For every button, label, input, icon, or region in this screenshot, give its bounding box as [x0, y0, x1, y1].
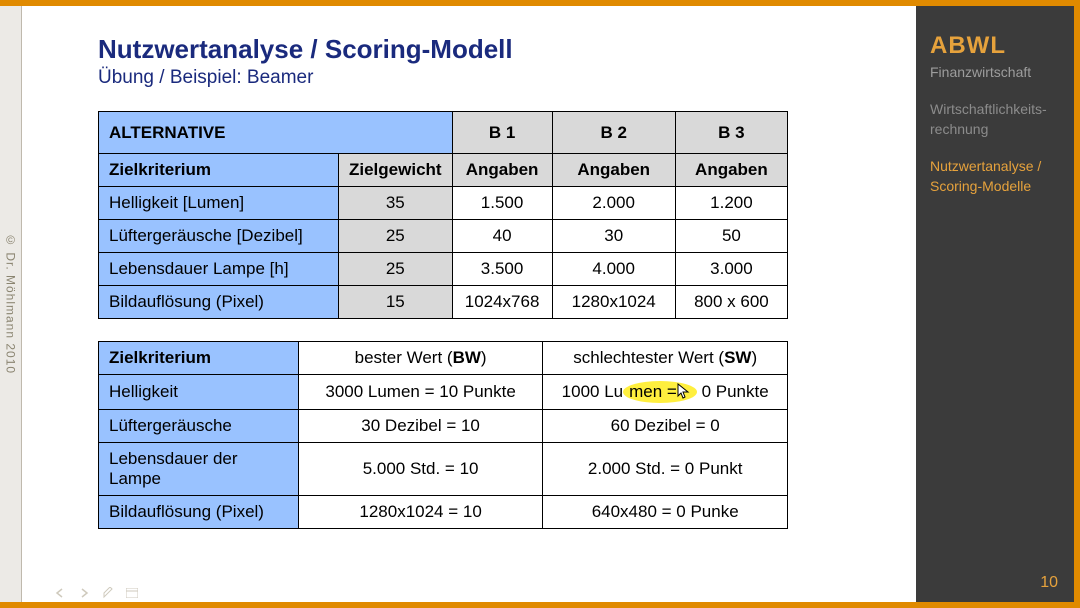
bw-suffix: )	[481, 348, 487, 367]
best-value: 30 Dezibel = 10	[298, 410, 543, 443]
worst-value: 1000 Lumen = 0 Punkte	[543, 375, 788, 410]
table-row: ALTERNATIVE B 1 B 2 B 3	[99, 112, 788, 154]
value-b2: 1280x1024	[552, 286, 675, 319]
value-b1: 40	[452, 220, 552, 253]
criterion-label: Helligkeit	[99, 375, 299, 410]
head-sw: schlechtester Wert (SW)	[543, 342, 788, 375]
page-number: 10	[1040, 574, 1058, 592]
sw-prefix: schlechtester Wert (	[573, 348, 724, 367]
scoring-table: Zielkriterium bester Wert (BW) schlechte…	[98, 341, 788, 529]
criterion-weight: 15	[339, 286, 453, 319]
value-b1: 3.500	[452, 253, 552, 286]
value-b2: 30	[552, 220, 675, 253]
sidebar-sub2: Wirtschaftlichkeits-rechnung	[930, 100, 1060, 139]
page-title: Nutzwertanalyse / Scoring-Modell	[98, 34, 886, 65]
table-row: Lebensdauer der Lampe5.000 Std. = 102.00…	[99, 443, 788, 496]
copyright-text: © Dr. Möhlmann 2010	[4, 233, 18, 374]
next-slide-button[interactable]	[76, 586, 92, 600]
sidebar-active-topic: Nutzwertanalyse / Scoring-Modelle	[930, 157, 1060, 196]
slide-content: Nutzwertanalyse / Scoring-Modell Übung /…	[28, 6, 916, 602]
alternatives-table: ALTERNATIVE B 1 B 2 B 3 Zielkriterium Zi…	[98, 111, 788, 319]
sidebar: ABWL Finanzwirtschaft Wirtschaftlichkeit…	[916, 6, 1074, 602]
cursor-icon	[677, 383, 691, 401]
criterion-label: Lüftergeräusche [Dezibel]	[99, 220, 339, 253]
col-b2: B 2	[552, 112, 675, 154]
table-row: Zielkriterium bester Wert (BW) schlechte…	[99, 342, 788, 375]
criterion-label: Helligkeit [Lumen]	[99, 187, 339, 220]
criterion-weight: 25	[339, 253, 453, 286]
brand-label: ABWL	[930, 32, 1060, 60]
criterion-label: Bildauflösung (Pixel)	[99, 496, 299, 529]
table-row: Zielkriterium Zielgewicht Angaben Angabe…	[99, 154, 788, 187]
table-row: Bildauflösung (Pixel)1280x1024 = 10640x4…	[99, 496, 788, 529]
sidebar-sub1: Finanzwirtschaft	[930, 64, 1060, 80]
slideshow-toolbar	[52, 586, 140, 600]
sub-zielgewicht: Zielgewicht	[339, 154, 453, 187]
bw-bold: BW	[453, 348, 481, 367]
head-bw: bester Wert (BW)	[298, 342, 543, 375]
col-b3: B 3	[675, 112, 787, 154]
criterion-weight: 35	[339, 187, 453, 220]
bw-prefix: bester Wert (	[355, 348, 453, 367]
value-b2: 2.000	[552, 187, 675, 220]
page-subtitle: Übung / Beispiel: Beamer	[98, 67, 886, 89]
criterion-label: Lebensdauer Lampe [h]	[99, 253, 339, 286]
value-b3: 3.000	[675, 253, 787, 286]
worst-value: 2.000 Std. = 0 Punkt	[543, 443, 788, 496]
value-b3: 800 x 600	[675, 286, 787, 319]
value-b1: 1.500	[452, 187, 552, 220]
value-b2: 4.000	[552, 253, 675, 286]
worst-value: 640x480 = 0 Punke	[543, 496, 788, 529]
value-b1: 1024x768	[452, 286, 552, 319]
criterion-label: Lüftergeräusche	[99, 410, 299, 443]
sub-angaben-3: Angaben	[675, 154, 787, 187]
sw-suffix: )	[751, 348, 757, 367]
table-row: Helligkeit [Lumen]351.5002.0001.200	[99, 187, 788, 220]
table-row: Lebensdauer Lampe [h]253.5004.0003.000	[99, 253, 788, 286]
pen-tool-button[interactable]	[100, 586, 116, 600]
col-b1: B 1	[452, 112, 552, 154]
best-value: 1280x1024 = 10	[298, 496, 543, 529]
col-alternative: ALTERNATIVE	[99, 112, 453, 154]
menu-button[interactable]	[124, 586, 140, 600]
sub-angaben-2: Angaben	[552, 154, 675, 187]
best-value: 5.000 Std. = 10	[298, 443, 543, 496]
sub-angaben-1: Angaben	[452, 154, 552, 187]
table-row: Lüftergeräusche30 Dezibel = 1060 Dezibel…	[99, 410, 788, 443]
sw-bold: SW	[724, 348, 751, 367]
best-value: 3000 Lumen = 10 Punkte	[298, 375, 543, 410]
table-row: Helligkeit3000 Lumen = 10 Punkte1000 Lum…	[99, 375, 788, 410]
copyright-strip: © Dr. Möhlmann 2010	[0, 6, 22, 602]
highlight-marker: men =	[623, 381, 697, 403]
table-row: Bildauflösung (Pixel)151024x7681280x1024…	[99, 286, 788, 319]
criterion-label: Lebensdauer der Lampe	[99, 443, 299, 496]
criterion-label: Bildauflösung (Pixel)	[99, 286, 339, 319]
value-b3: 50	[675, 220, 787, 253]
criterion-weight: 25	[339, 220, 453, 253]
value-b3: 1.200	[675, 187, 787, 220]
worst-value: 60 Dezibel = 0	[543, 410, 788, 443]
slide-frame: © Dr. Möhlmann 2010 Nutzwertanalyse / Sc…	[0, 0, 1080, 608]
sub-zielkriterium: Zielkriterium	[99, 154, 339, 187]
prev-slide-button[interactable]	[52, 586, 68, 600]
head-ziel: Zielkriterium	[99, 342, 299, 375]
table-row: Lüftergeräusche [Dezibel]25403050	[99, 220, 788, 253]
